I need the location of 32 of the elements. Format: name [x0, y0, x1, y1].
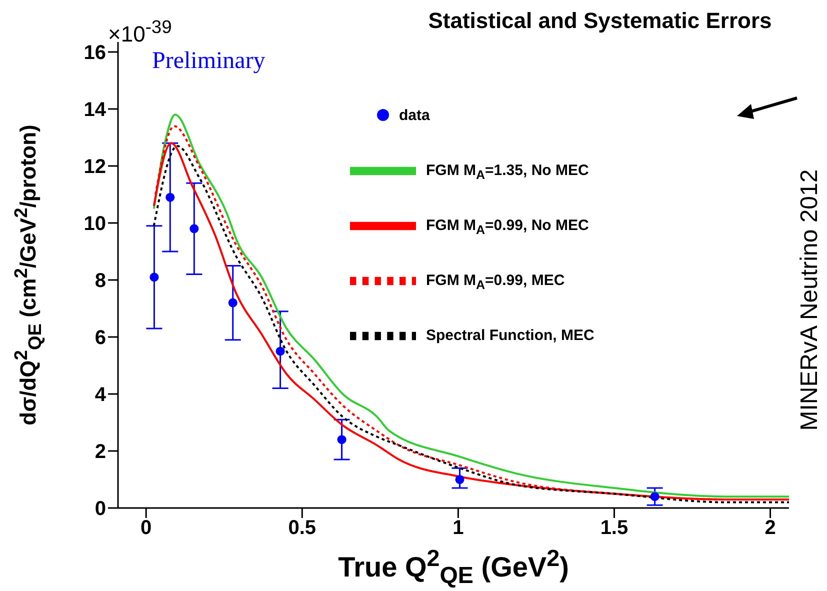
point: [150, 272, 159, 282]
point: [166, 192, 175, 202]
x-tick-label: 0.5: [288, 517, 316, 540]
chart-title: Statistical and Systematic Errors: [427, 8, 773, 34]
text: MINERvA Neutrino 2012: [796, 169, 824, 431]
y-tick-label: 8: [94, 270, 106, 292]
point: [190, 224, 199, 234]
x-tick-label: 2: [764, 517, 776, 540]
annotation: Preliminary: [152, 48, 266, 75]
legend-label: FGM M$_{A}$=0.99, MEC: [426, 272, 565, 292]
x-axis-title: True Q$^{2}$$_{QE}$ (GeV$^{2}$): [337, 545, 570, 589]
y-tick-label: 10: [84, 213, 106, 236]
legend-label: FGM M$_{A}$=1.35, No MEC: [426, 162, 589, 182]
point: [337, 435, 346, 444]
x-tick-label: 1.5: [600, 517, 628, 540]
x-tick-label: 0: [140, 517, 152, 540]
y-tick-label: 0: [94, 498, 106, 520]
y-tick-label: 6: [94, 327, 106, 350]
point: [228, 298, 238, 308]
y-tick-label: 16: [84, 42, 106, 64]
y-tick-label: 12: [84, 156, 106, 178]
point: [650, 492, 660, 502]
point: [455, 474, 464, 484]
annotation: ×10$^{-39}$: [108, 16, 172, 48]
point: [276, 346, 285, 356]
y-tick-label: 4: [94, 384, 107, 406]
x-tick-label: 1: [452, 517, 464, 540]
legend-label: FGM M$_{A}$=0.99, No MEC: [426, 216, 589, 237]
legend-label: data: [399, 106, 430, 124]
y-tick-label: 14: [84, 99, 107, 122]
y-tick-label: 2: [94, 441, 106, 464]
legend-label: Spectral Function, MEC: [426, 326, 594, 344]
